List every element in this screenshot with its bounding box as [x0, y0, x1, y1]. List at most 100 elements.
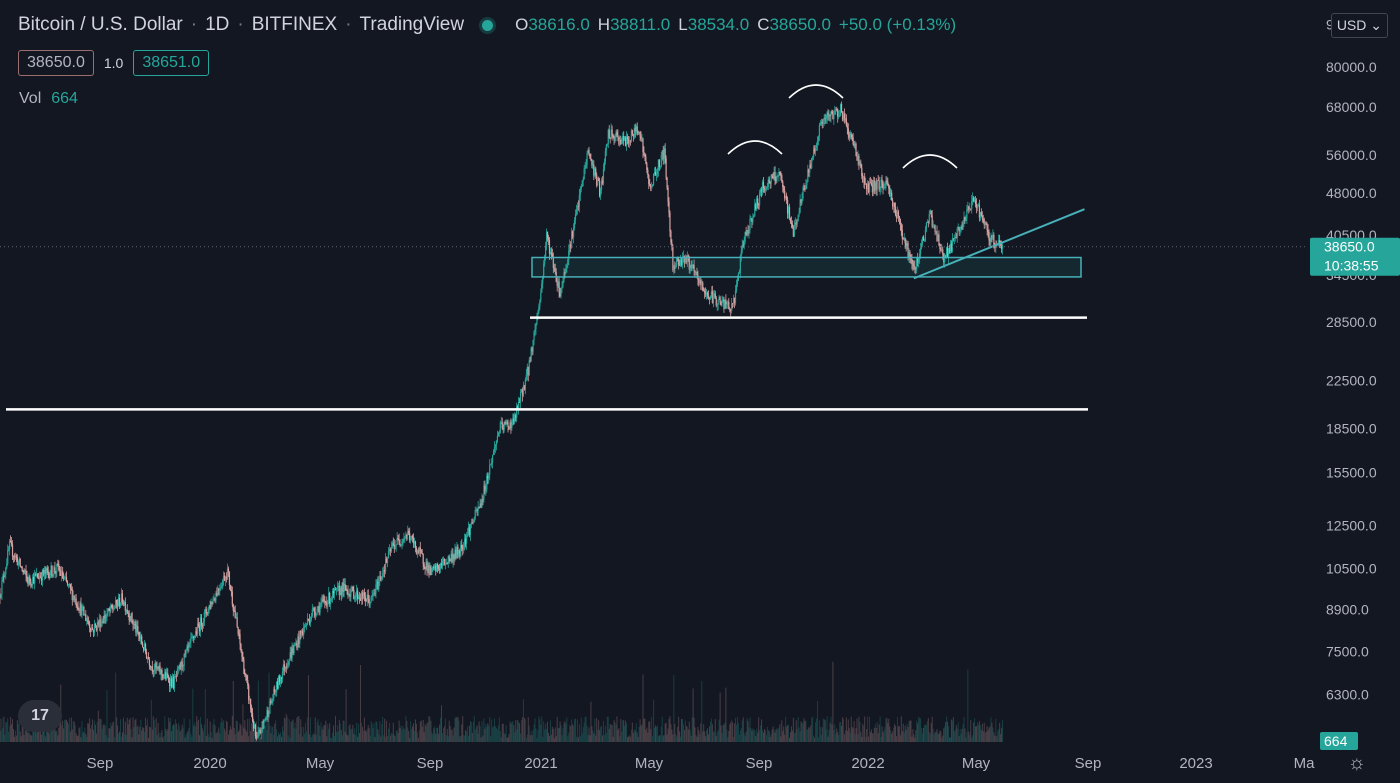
volume-bar — [29, 733, 31, 742]
volume-bar — [204, 689, 206, 742]
candle-body — [849, 133, 851, 138]
candle-body — [496, 436, 499, 441]
candle-body — [584, 168, 586, 169]
candle-body — [757, 198, 759, 205]
volume-bar — [156, 735, 158, 742]
volume-bar — [209, 721, 211, 742]
candle-body — [590, 158, 592, 161]
sell-price-button[interactable]: 38650.0 — [18, 50, 94, 76]
candle-body — [227, 568, 230, 572]
candle-body — [683, 256, 686, 264]
candle-body — [346, 589, 348, 591]
interval-label[interactable]: 1D — [205, 14, 230, 35]
candle-body — [326, 602, 328, 607]
candle-body — [147, 657, 150, 660]
candle-body — [681, 258, 684, 265]
volume-bar — [86, 736, 88, 742]
volume-bar — [133, 727, 135, 742]
candle-body — [4, 573, 6, 578]
volume-bar — [731, 719, 733, 742]
volume-bar — [354, 728, 356, 742]
candle-body — [82, 606, 84, 608]
tradingview-logo[interactable]: 17 — [18, 700, 62, 732]
volume-bar — [315, 734, 317, 742]
volume-bar — [827, 736, 829, 742]
volume-bar — [1, 718, 3, 742]
candle-body — [887, 181, 889, 186]
volume-bar — [230, 729, 232, 742]
candle-body — [92, 629, 95, 633]
currency-dropdown[interactable]: USD ⌄ — [1330, 13, 1388, 38]
candle-body — [81, 607, 83, 616]
volume-bar — [208, 736, 210, 742]
volume-bar — [517, 719, 519, 742]
candle-body — [706, 293, 708, 295]
volume-bar — [244, 719, 246, 742]
trendline — [913, 208, 1085, 280]
volume-bar — [730, 722, 732, 742]
symbol-title[interactable]: Bitcoin / U.S. Dollar — [18, 14, 183, 35]
volume-bar — [157, 722, 159, 742]
candle-body — [511, 423, 513, 428]
candle-body — [84, 614, 86, 616]
candle-body — [625, 137, 627, 146]
candle-body — [922, 236, 925, 241]
candle-body — [407, 531, 409, 536]
volume-bar — [242, 704, 244, 742]
volume-legend: Vol 664 — [19, 90, 78, 107]
volume-bar — [33, 732, 35, 742]
volume-bar — [146, 725, 148, 742]
buy-price-button[interactable]: 38651.0 — [133, 50, 210, 76]
volume-bar — [287, 735, 289, 742]
volume-bar — [920, 718, 922, 742]
volume-bar — [560, 725, 562, 742]
time-axis-label: 2023 — [1179, 755, 1212, 772]
candle-body — [905, 243, 907, 247]
volume-bar — [522, 699, 524, 742]
candle-body — [1001, 244, 1004, 249]
volume-bar — [682, 724, 684, 742]
candle-body — [862, 176, 864, 183]
volume-bar — [316, 722, 318, 742]
candle-body — [810, 164, 812, 169]
candle-body — [432, 566, 434, 568]
candle-body — [493, 446, 496, 451]
volume-bar — [221, 718, 223, 742]
candle-body — [475, 509, 477, 511]
volume-bar — [978, 721, 980, 742]
candle-body — [816, 140, 819, 145]
volume-bar — [461, 724, 463, 742]
candle-body — [836, 108, 838, 110]
candle-body — [62, 570, 64, 579]
volume-bar — [336, 725, 338, 742]
candle-body — [64, 576, 67, 578]
volume-bar — [483, 718, 485, 742]
candle-body — [694, 270, 696, 273]
volume-bar — [196, 716, 198, 742]
volume-bar — [752, 728, 754, 742]
candle-body — [578, 194, 580, 207]
volume-bar — [282, 731, 284, 742]
drawings[interactable] — [0, 84, 1308, 411]
candle-body — [512, 418, 514, 424]
candle-body — [989, 240, 991, 242]
candle-body — [761, 182, 764, 192]
volume-bar — [258, 735, 260, 742]
candle-body — [360, 592, 363, 601]
settings-gear-icon[interactable]: ☼ — [1347, 752, 1366, 774]
volume-bar — [694, 727, 696, 742]
volume-bar — [590, 701, 592, 742]
candle-body — [600, 180, 603, 190]
candle-body — [719, 296, 721, 303]
volume-bar — [884, 726, 886, 742]
candle-body — [759, 192, 761, 205]
candle-body — [628, 140, 631, 144]
volume-bar — [692, 688, 694, 742]
volume-bar — [457, 716, 459, 742]
candle-body — [622, 136, 624, 142]
volume-bar — [535, 728, 537, 742]
candle-body — [978, 205, 981, 218]
volume-bar — [171, 731, 173, 742]
volume-bar — [638, 726, 640, 742]
